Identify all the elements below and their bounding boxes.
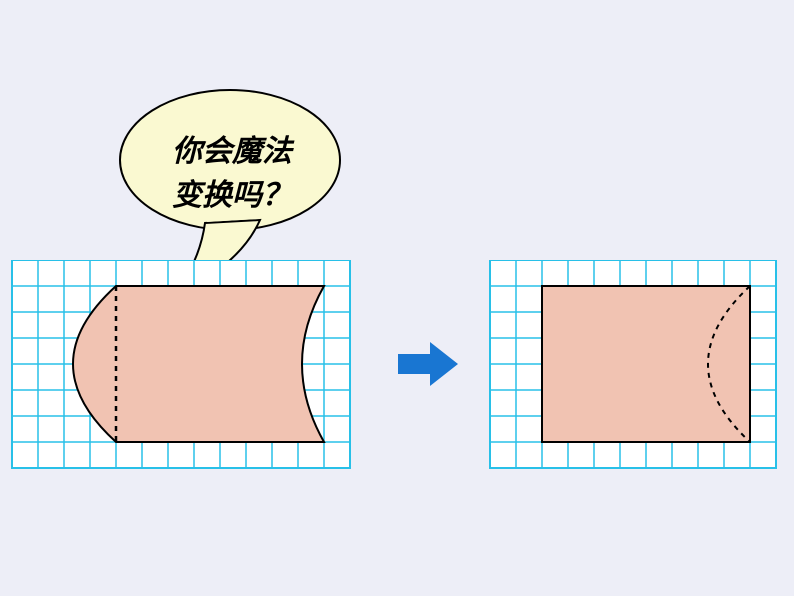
left-shape [73,286,324,442]
arrow-path [398,342,458,386]
bubble-text: 你会魔法 变换吗？ [152,126,312,214]
diagram-area [0,260,794,510]
bubble-line2: 变换吗？ [152,170,312,214]
diagram-svg [0,260,794,510]
right-shape [542,286,750,442]
bubble-line1: 你会魔法 [152,126,312,170]
arrow-icon [398,342,458,386]
left-shape-body [73,286,324,442]
right-shape-rect [542,286,750,442]
